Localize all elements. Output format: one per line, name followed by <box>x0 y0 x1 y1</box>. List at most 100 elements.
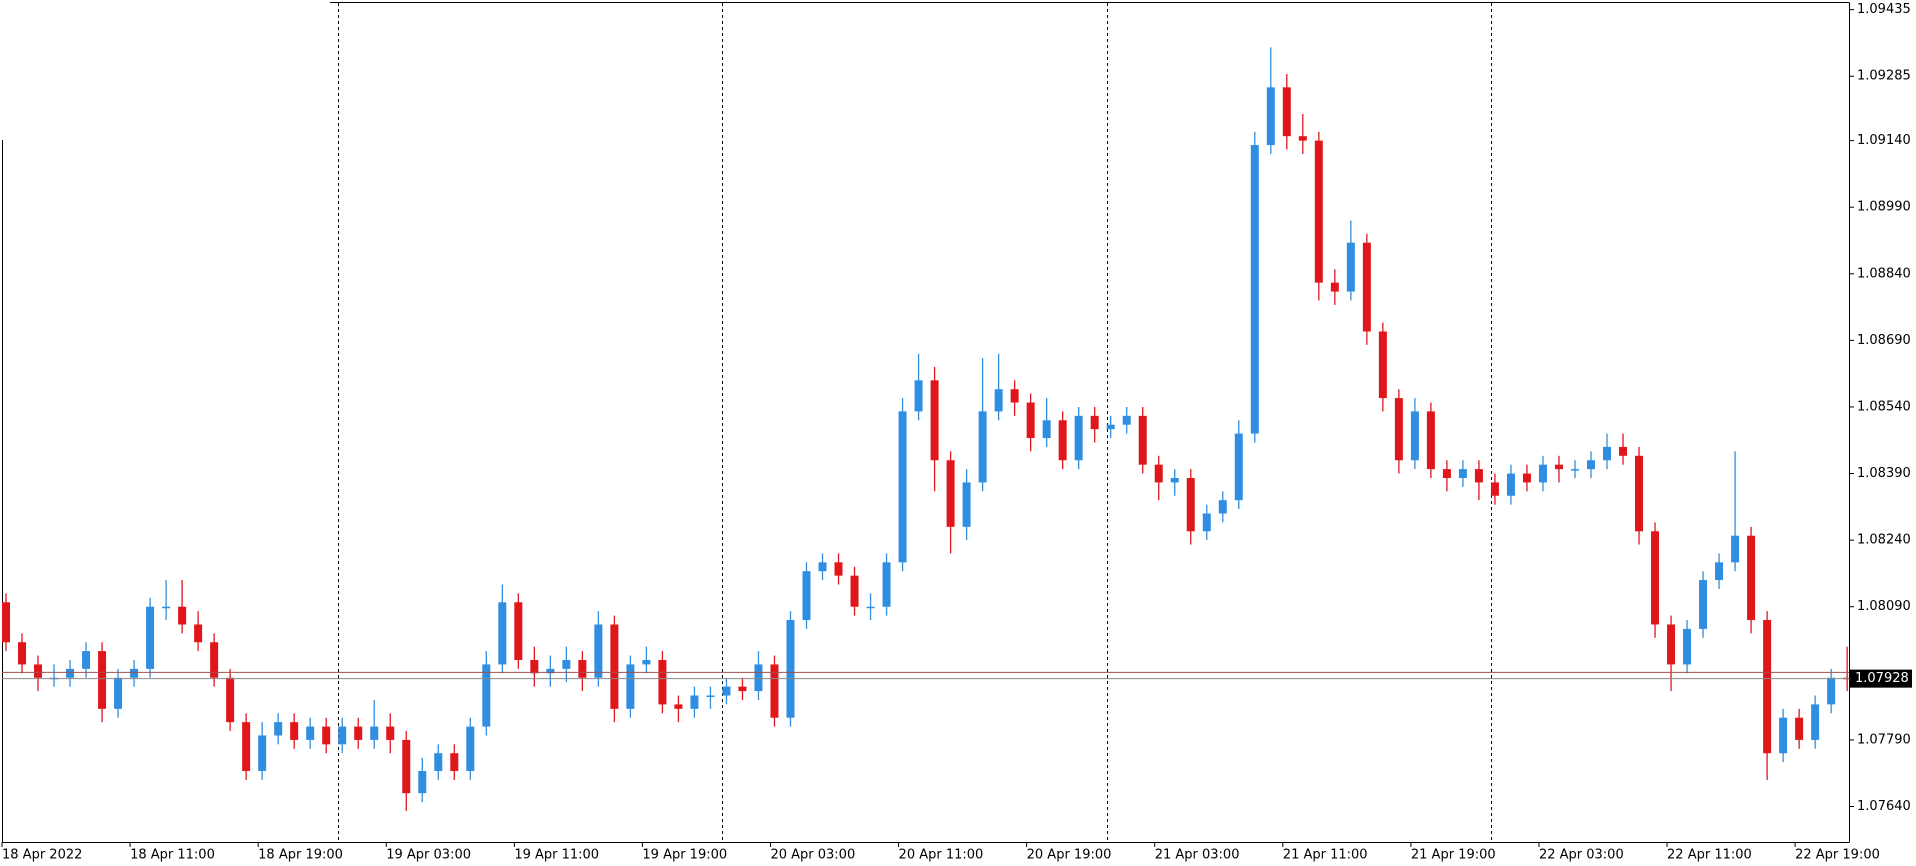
candle-body <box>546 668 555 674</box>
candle-body <box>994 389 1003 412</box>
candle-body <box>1651 531 1660 625</box>
candle-body <box>1442 469 1451 478</box>
candle-body <box>1298 136 1307 141</box>
y-tick-label: 1.08840 <box>1857 266 1911 281</box>
candle-body <box>1506 473 1515 496</box>
y-tick-label: 1.09285 <box>1857 69 1911 84</box>
candle-body <box>818 562 827 572</box>
candle-body <box>1026 402 1035 439</box>
candle-body <box>1570 469 1579 471</box>
candle-body <box>1314 140 1323 283</box>
candle-body <box>850 575 859 607</box>
candle-body <box>434 753 443 771</box>
candle-body <box>1763 620 1772 754</box>
candle-body <box>578 659 587 678</box>
candle-body <box>370 726 379 740</box>
candle-body <box>1699 580 1708 629</box>
candle-body <box>1747 535 1756 621</box>
candle-body <box>1683 628 1692 665</box>
y-tick-label: 1.08390 <box>1857 466 1911 481</box>
candle-body <box>1362 242 1371 332</box>
candle-body <box>274 722 283 736</box>
candle-body <box>194 624 203 643</box>
candle-body <box>946 460 955 527</box>
candle-body <box>290 722 299 740</box>
candle-body <box>1138 415 1147 465</box>
candle-body <box>530 659 539 674</box>
x-tick-label: 18 Apr 11:00 <box>130 848 215 863</box>
candle-body <box>642 659 651 665</box>
candle-body <box>34 664 43 678</box>
candle-body <box>514 602 523 660</box>
candle-body <box>1058 420 1067 461</box>
y-tick-label: 1.08240 <box>1857 533 1911 548</box>
y-tick-label: 1.08990 <box>1857 200 1911 215</box>
candle-body <box>1635 455 1644 532</box>
candle-body <box>210 642 219 678</box>
x-tick-label: 19 Apr 19:00 <box>642 848 727 863</box>
candle-body <box>418 770 427 794</box>
candle-body <box>338 726 347 745</box>
candle-body <box>386 726 395 740</box>
candle-body <box>1619 446 1628 456</box>
candle-body <box>1426 411 1435 470</box>
candle-body <box>98 651 107 709</box>
candle-body <box>1474 469 1483 483</box>
x-tick-label: 19 Apr 03:00 <box>386 848 471 863</box>
candle-body <box>114 677 123 709</box>
y-tick-label: 1.08690 <box>1857 333 1911 348</box>
candle-body <box>1042 420 1051 439</box>
candle-body <box>722 686 731 696</box>
candle-body <box>66 668 75 678</box>
x-tick-label: 20 Apr 11:00 <box>899 848 984 863</box>
candle-body <box>594 624 603 678</box>
candle-body <box>1795 717 1804 740</box>
candle-body <box>930 380 939 461</box>
candle-body <box>242 722 251 771</box>
candle-body <box>1458 469 1467 478</box>
candle-body <box>1282 87 1291 137</box>
x-tick-label: 20 Apr 03:00 <box>770 848 855 863</box>
candle-body <box>1538 464 1547 483</box>
candle-body <box>1010 389 1019 403</box>
y-tick-label: 1.08090 <box>1857 599 1911 614</box>
y-tick-label: 1.07640 <box>1857 799 1911 814</box>
candle-body <box>1090 415 1099 430</box>
y-tick-label: 1.07790 <box>1857 732 1911 747</box>
candle-body <box>690 695 699 709</box>
candle-body <box>1218 500 1227 514</box>
candle-body <box>1378 331 1387 399</box>
x-tick-label: 21 Apr 19:00 <box>1411 848 1496 863</box>
x-tick-label: 19 Apr 11:00 <box>514 848 599 863</box>
candle-body <box>802 571 811 621</box>
candle-body <box>1186 477 1195 532</box>
candle-body <box>658 659 667 705</box>
candle-body <box>1234 433 1243 501</box>
x-tick-label: 22 Apr 03:00 <box>1539 848 1624 863</box>
candle-body <box>1170 477 1179 483</box>
candle-body <box>1394 398 1403 461</box>
x-tick-label: 22 Apr 11:00 <box>1667 848 1752 863</box>
candle-body <box>2 602 11 643</box>
candle-body <box>162 606 171 609</box>
candle-body <box>1715 562 1724 581</box>
candle-body <box>1250 145 1259 434</box>
price-label: 1.07928 <box>1855 671 1909 686</box>
candle-body <box>978 411 987 483</box>
candle-body <box>82 651 91 669</box>
x-tick-label: 18 Apr 19:00 <box>258 848 343 863</box>
candle-body <box>866 606 875 609</box>
candle-body <box>18 642 27 665</box>
candle-body <box>226 677 235 723</box>
candle-body <box>1603 446 1612 461</box>
candle-body <box>754 664 763 692</box>
x-tick-label: 18 Apr 2022 <box>2 848 82 863</box>
candle-body <box>786 620 795 718</box>
y-tick-label: 1.09435 <box>1857 2 1911 17</box>
candle-body <box>562 659 571 669</box>
candle-body <box>674 704 683 709</box>
candle-body <box>834 562 843 576</box>
candle-body <box>1202 513 1211 532</box>
candle-body <box>322 726 331 745</box>
